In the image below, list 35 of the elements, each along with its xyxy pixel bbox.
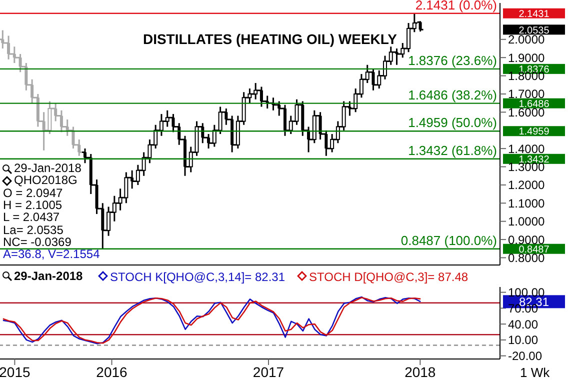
ref-line-label: 1.4959 (50.0%) (408, 115, 497, 130)
y-tick-label: 1.0000 (508, 214, 546, 229)
text: DISTILLATES (HEATING OIL) WEEKLY (142, 31, 398, 47)
annotation: O = 2.0947 (3, 186, 63, 200)
legend-label: STOCH K[QHO@C,3,14]= 82.31 (110, 270, 286, 284)
y-tick-label: 1.7000 (508, 87, 546, 102)
x-tick-label: 2015 (0, 364, 30, 380)
y-tick-label: 10.00 (508, 333, 538, 348)
text: 1.4959 (518, 126, 550, 138)
annotation: QHO2018G (14, 173, 78, 188)
ref-line-label: 1.8376 (23.6%) (408, 52, 497, 68)
y-tick-label: 40.00 (508, 317, 538, 332)
y-tick-label: 1.1000 (508, 196, 546, 210)
annotation: La= 2.0535 (3, 222, 64, 236)
text: 2.1431 (518, 8, 550, 20)
annotation: H = 2.1005 (3, 198, 62, 212)
y-tick-label: 0.9000 (508, 232, 546, 247)
legend-label: STOCH D[QHO@C,3]= 87.48 (309, 270, 468, 284)
text: 29-Jan-2018 (14, 269, 83, 283)
y-tick-label: 1.4000 (508, 142, 546, 156)
ref-line-label: 0.8487 (100.0%) (400, 232, 497, 248)
text: 1 Wk (520, 365, 550, 380)
ref-line-label: 2.1431 (0.0%) (415, 0, 497, 12)
annotation: L = 2.0437 (3, 210, 60, 224)
y-tick-label: 1.2000 (508, 178, 546, 192)
x-tick-label: 2016 (96, 364, 128, 380)
annotation: 29-Jan-2018 (14, 161, 82, 175)
y-tick-label: 1.9000 (508, 50, 546, 65)
ref-line-label: 1.6486 (38.2%) (408, 87, 497, 102)
y-tick-label: -20.00 (508, 349, 542, 364)
x-tick-label: 2018 (404, 364, 436, 380)
ref-line-label: 1.3432 (61.8%) (408, 142, 497, 158)
x-tick-label: 2017 (252, 364, 284, 380)
annotation: A=36.8, V=2.1554 (3, 247, 100, 262)
annotation: NC= -0.0369 (3, 234, 72, 249)
